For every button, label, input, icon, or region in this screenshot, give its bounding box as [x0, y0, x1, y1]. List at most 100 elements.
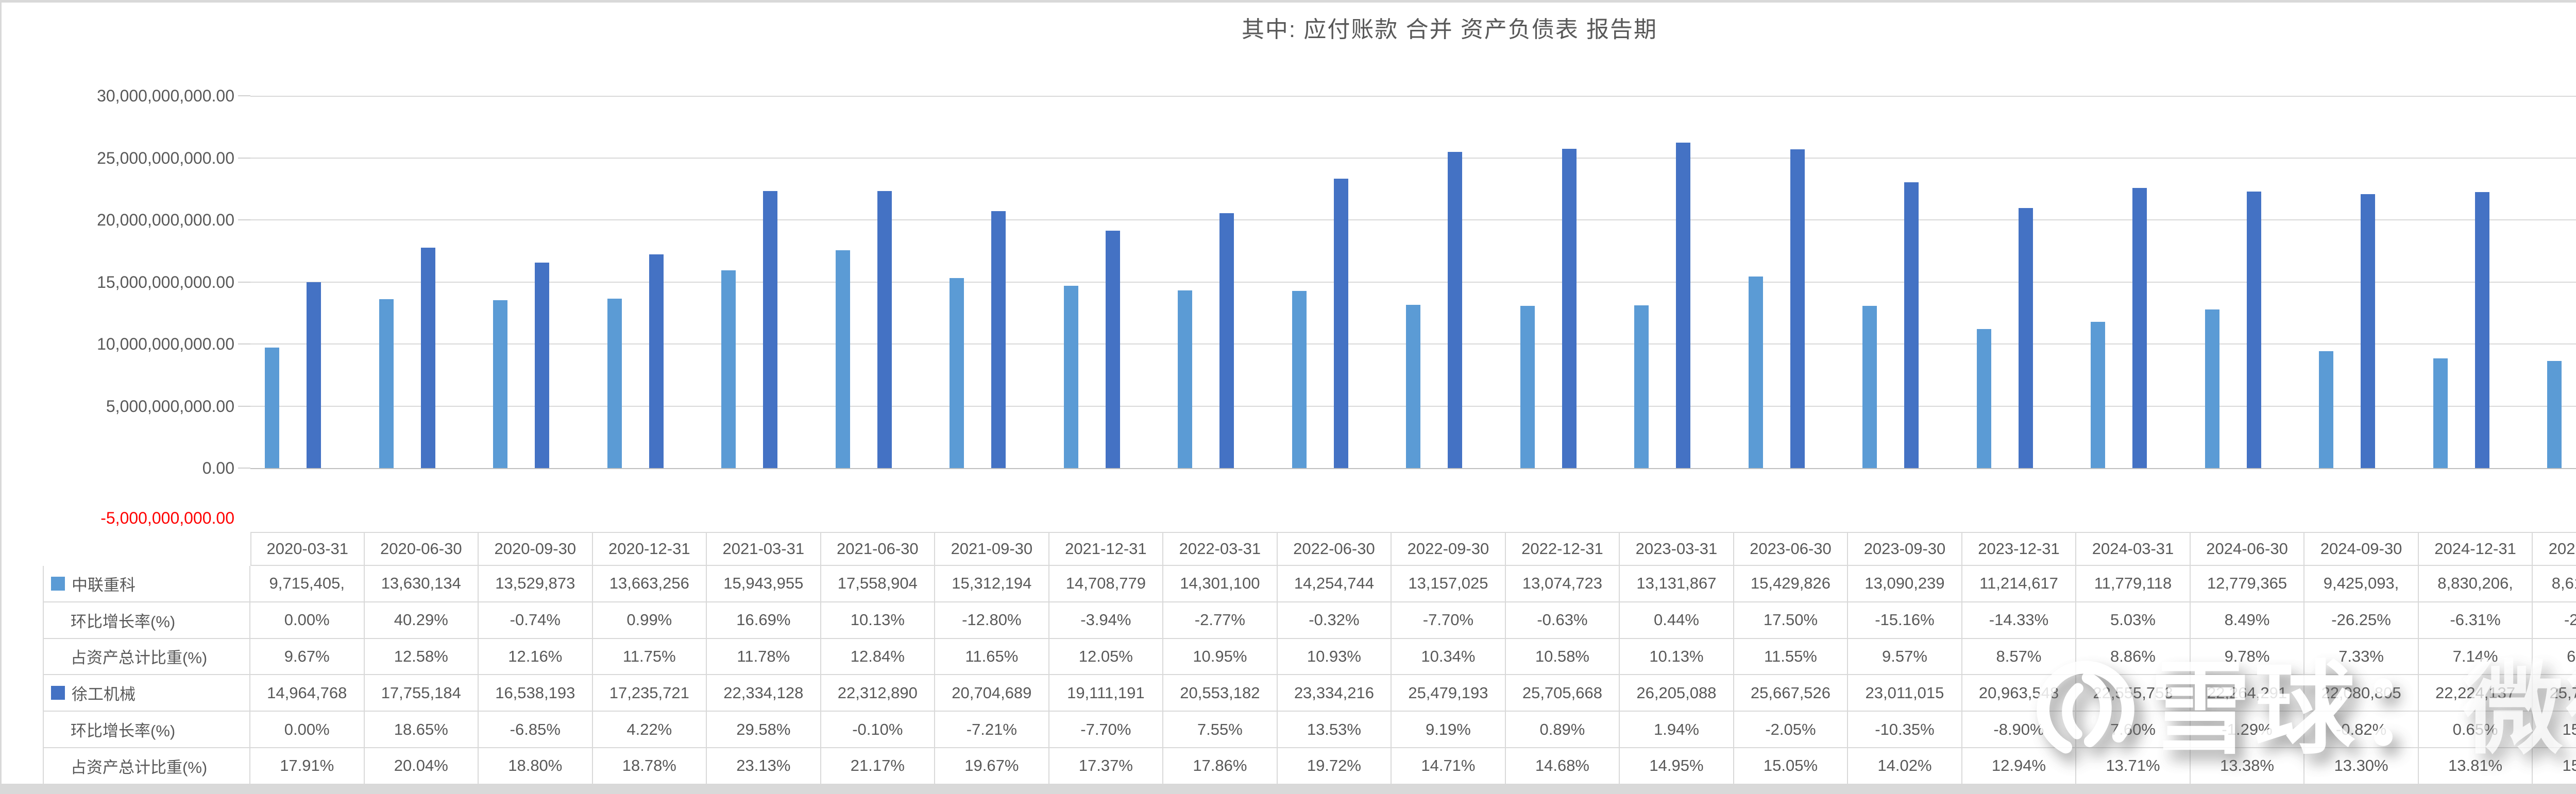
chart-canvas: 其中: 应付账款 合并 资产负债表 报告期 30,000,000,000.00 2…: [2, 3, 2576, 785]
legend-swatch: [51, 686, 65, 700]
table-header-cell: 2023-09-30: [1848, 532, 1962, 566]
table-cell: 6.63%: [2533, 638, 2576, 676]
table-cell: 18.78%: [592, 748, 707, 785]
table-cell: 13,529,873: [479, 566, 593, 602]
table-cell: 9.57%: [1848, 638, 1962, 676]
table-cell: 15,429,826: [1734, 566, 1849, 602]
y-axis-tick-label: -5,000,000,000.00: [100, 509, 234, 527]
bar-xcmg: [1904, 182, 1919, 468]
table-cell: 22,264,291: [2190, 675, 2305, 712]
table-header-cell: 2020-03-31: [250, 532, 365, 566]
table-cell: 0.65%: [2418, 712, 2533, 748]
bar-xcmg: [535, 263, 550, 468]
table-header-cell: 2020-12-31: [592, 532, 707, 566]
table-cell: 13,090,239: [1848, 566, 1962, 602]
table-cell: 9.78%: [2190, 638, 2305, 676]
category-slot: [1278, 96, 1392, 468]
category-slot: [479, 96, 593, 468]
table-cell: 25,705,668: [1505, 675, 1620, 712]
bar-xcmg: [2475, 192, 2489, 468]
bar-zoomlion: [950, 278, 964, 468]
legend-swatch: [51, 576, 65, 591]
table-cell: 14,254,744: [1277, 566, 1392, 602]
bar-xcmg: [2361, 194, 2376, 468]
row-label-text: 环比增长率(%): [71, 722, 176, 740]
table-cell: 22,080,805: [2304, 675, 2419, 712]
bar-zoomlion: [2319, 351, 2334, 468]
table-header-cell: 2024-09-30: [2304, 532, 2419, 566]
table-cell: 20,963,548: [1962, 675, 2077, 712]
y-axis-tick-mark: [238, 219, 250, 220]
y-axis-tick-label: 10,000,000,000.00: [97, 335, 234, 353]
table-header-cell: 2024-03-31: [2076, 532, 2191, 566]
y-axis-tick-mark: [238, 281, 250, 283]
table-cell: 11.75%: [592, 638, 707, 676]
category-slot: [1392, 96, 1506, 468]
table-cell: 14,708,779: [1049, 566, 1164, 602]
table-row-label: 环比增长率(%): [43, 602, 250, 639]
table-cell: -3.94%: [1049, 602, 1164, 639]
bar-zoomlion: [265, 348, 279, 468]
table-header-cell: 2021-12-31: [1049, 532, 1164, 566]
row-label-text: 占资产总计比重(%): [71, 758, 208, 776]
table-cell: 12.16%: [479, 638, 593, 676]
category-slot: [1506, 96, 1620, 468]
table-cell: -7.70%: [1049, 712, 1164, 748]
table-cell: 17,235,721: [592, 675, 707, 712]
bar-zoomlion: [2091, 322, 2106, 468]
y-axis-tick-label: 20,000,000,000.00: [97, 211, 234, 229]
table-cell: -6.31%: [2418, 602, 2533, 639]
category-slot: [250, 96, 365, 468]
table-header-cell: 2023-12-31: [1962, 532, 2077, 566]
gridline: [250, 96, 2576, 97]
row-label-text: 徐工机械: [72, 685, 135, 704]
table-cell: -7.21%: [935, 712, 1049, 748]
bar-zoomlion: [721, 270, 736, 468]
table-cell: 7.33%: [2304, 638, 2419, 676]
bar-xcmg: [1448, 152, 1463, 468]
table-header-cell: 2020-09-30: [479, 532, 593, 566]
bottom-edge-strip: [0, 784, 2576, 794]
table-cell: -1.29%: [2190, 712, 2305, 748]
y-axis-tick-mark: [238, 405, 250, 407]
table-cell: 13,630,134: [364, 566, 479, 602]
y-axis-tick-label: 15,000,000,000.00: [97, 272, 234, 291]
table-cell: 10.13%: [1620, 638, 1734, 676]
table-cell: -0.74%: [479, 602, 593, 639]
y-axis-tick-mark: [238, 95, 250, 96]
bar-zoomlion: [1520, 306, 1535, 468]
table-cell: 8,610,662,: [2533, 566, 2576, 602]
table-header-cell: 2021-09-30: [935, 532, 1049, 566]
table-row-label: 占资产总计比重(%): [43, 748, 250, 785]
table-cell: 20,704,689: [935, 675, 1049, 712]
category-slot: [2076, 96, 2191, 468]
table-cell: 11.55%: [1734, 638, 1849, 676]
table-row-label: 占资产总计比重(%): [43, 638, 250, 676]
table-cell: 10.34%: [1392, 638, 1506, 676]
table-cell: 17,558,904: [821, 566, 936, 602]
table-cell: -2.05%: [1734, 712, 1849, 748]
table-header-cell: 2021-06-30: [821, 532, 936, 566]
table-row-label: 中联重科: [43, 566, 250, 602]
table-cell: 10.58%: [1505, 638, 1620, 676]
bar-xcmg: [420, 248, 435, 468]
table-cell: 25,667,526: [1734, 675, 1849, 712]
table-cell: -0.82%: [2304, 712, 2419, 748]
table-cell: 15.93%: [2533, 712, 2576, 748]
table-cell: 7.60%: [2076, 712, 2191, 748]
row-label-text: 中联重科: [72, 576, 135, 594]
bar-xcmg: [1676, 143, 1691, 468]
table-cell: 18.65%: [364, 712, 479, 748]
bar-zoomlion: [493, 300, 508, 468]
category-slot: [707, 96, 821, 468]
y-axis-tick-label: 30,000,000,000.00: [97, 87, 234, 105]
table-cell: 17,755,184: [364, 675, 479, 712]
table-cell: 4.22%: [592, 712, 707, 748]
bar-xcmg: [1562, 149, 1577, 468]
bar-xcmg: [2246, 192, 2261, 468]
category-slot: [1962, 96, 2077, 468]
table-cell: 13.81%: [2418, 748, 2533, 785]
table-header-cell: 2022-12-31: [1505, 532, 1620, 566]
category-slot: [1734, 96, 1849, 468]
table-cell: -0.10%: [821, 712, 936, 748]
